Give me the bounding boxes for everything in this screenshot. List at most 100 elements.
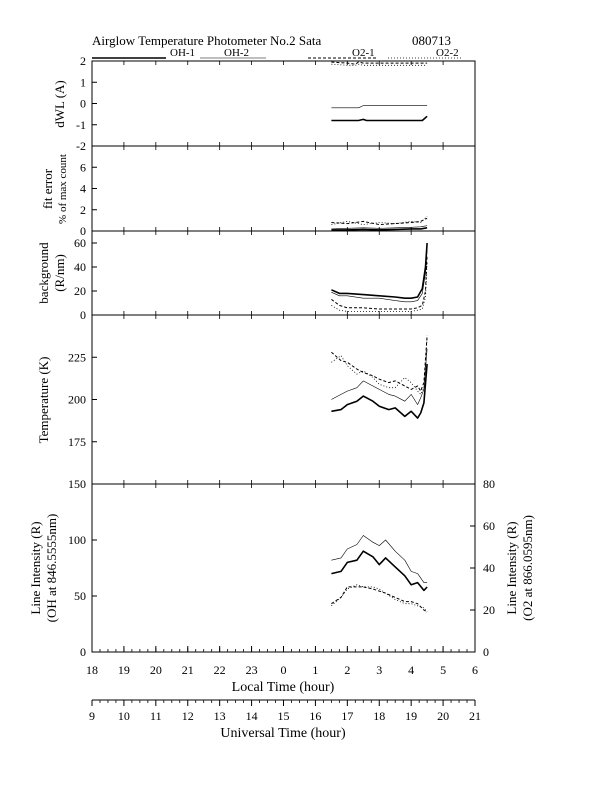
x-tick-label: 2 — [344, 663, 350, 677]
x-tick-label: 11 — [150, 709, 162, 723]
x-tick-label: 14 — [246, 709, 258, 723]
y-tick-label: 175 — [68, 435, 86, 449]
y-tick-label: 2 — [80, 203, 86, 217]
background-y-ticks: 0 20 40 60 — [74, 236, 97, 322]
series-oh-2-dwl — [331, 105, 428, 109]
series-o2-2-fiterror — [331, 215, 428, 226]
background-ylabel-line2: (R/nm) — [52, 254, 67, 292]
x-tick-label: 20 — [150, 663, 162, 677]
x-tick-label: 17 — [341, 709, 353, 723]
y-tick-label-right: 60 — [483, 519, 495, 533]
y-tick-label: 6 — [80, 160, 86, 174]
series-oh-2-fiterror — [331, 225, 428, 230]
x-tick-label: 3 — [376, 663, 382, 677]
legend-label-o22: O2-2 — [436, 47, 459, 59]
series-oh-1-fiterror — [331, 227, 428, 231]
y-tick-label-right: 0 — [483, 645, 489, 659]
x-tick-label: 22 — [214, 663, 226, 677]
y-tick-label: -1 — [76, 118, 86, 132]
series-o2-2-background — [331, 260, 428, 312]
series-o2-1-background — [331, 254, 428, 310]
dwl-ylabel: dWL (A) — [52, 80, 67, 128]
legend-label-oh2: OH-2 — [224, 47, 249, 59]
intensity-series — [123, 484, 444, 652]
fiterror-series — [123, 146, 444, 231]
y-tick-label: 1 — [80, 75, 86, 89]
y-tick-label: 2 — [80, 54, 86, 68]
local-time-ticks: 18 19 20 21 22 23 0 1 2 3 4 5 6 — [86, 646, 478, 677]
intensity-ylabel-right-line1: Line Intensity (R) — [504, 521, 519, 614]
x-tick-label: 9 — [89, 709, 95, 723]
x-tick-label: 5 — [440, 663, 446, 677]
figure-header: Airglow Temperature Photometer No.2 Sata… — [92, 33, 451, 48]
temperature-ylabel: Temperature (K) — [36, 357, 51, 444]
background-series — [123, 231, 444, 315]
figure-title: Airglow Temperature Photometer No.2 Sata — [92, 33, 322, 48]
background-ylabel-line1: background — [36, 242, 51, 304]
series-o2-2-temperature — [331, 338, 428, 395]
series-o2-1-dwl — [331, 61, 428, 65]
y-tick-label: 225 — [68, 350, 86, 364]
panel-frame — [91, 230, 476, 316]
y-tick-label: 20 — [74, 284, 86, 298]
series-oh-1-intensity — [331, 550, 428, 592]
series-oh-1-background — [331, 242, 428, 300]
panel-line-intensity: 0 50 100 150 0 20 40 60 80 Line Intensity (R) (… — [28, 477, 535, 659]
y-tick-label: 0 — [80, 97, 86, 111]
y-tick-label: 0 — [80, 224, 86, 238]
fiterror-ylabel-line2: % of max count — [57, 154, 69, 224]
y-tick-label: 150 — [68, 477, 86, 491]
x-tick-label: 15 — [278, 709, 290, 723]
series-o2-1-fiterror — [331, 217, 428, 226]
y-tick-label: 100 — [68, 533, 86, 547]
x-tick-label: 18 — [373, 709, 385, 723]
y-tick-label: -2 — [76, 139, 86, 153]
y-tick-label: 200 — [68, 393, 86, 407]
x-tick-label: 19 — [118, 663, 130, 677]
x-tick-label: 12 — [182, 709, 194, 723]
local-time-axis: 18 19 20 21 22 23 0 1 2 3 4 5 6 Local Time (hour) — [86, 646, 478, 695]
date-code: 080713 — [412, 33, 451, 48]
panel-frame — [91, 483, 476, 653]
universal-time-axis: 9 10 11 12 13 14 15 16 17 18 19 20 21 Universal Time… — [89, 699, 481, 741]
x-tick-label: 21 — [182, 663, 194, 677]
panel-frame — [91, 314, 476, 485]
panel-fit-error: 0 2 4 6 fit error % of max count — [40, 145, 476, 238]
series-o2-1-intensity — [331, 586, 428, 613]
y-tick-label: 60 — [74, 236, 86, 250]
y-tick-label: 40 — [74, 260, 86, 274]
intensity-y-ticks-right: 0 20 40 60 80 — [470, 477, 495, 659]
x-tick-label: 1 — [312, 663, 318, 677]
panel-frame — [91, 60, 476, 147]
series-oh-2-intensity — [331, 535, 428, 583]
y-tick-label: 0 — [80, 308, 86, 322]
panel-background: 0 20 40 60 background (R/nm) — [36, 230, 476, 322]
panel-frame — [91, 145, 476, 232]
legend: OH-1 OH-2 O2-1 O2-2 — [92, 47, 462, 59]
legend-label-o21: O2-1 — [352, 47, 375, 59]
x-tick-label: 23 — [246, 663, 258, 677]
intensity-ylabel-right-line2: (O2 at 866.0595nm) — [520, 515, 535, 621]
fiterror-y-ticks: 0 2 4 6 — [80, 160, 97, 238]
y-tick-label: 4 — [80, 182, 86, 196]
x-tick-label: 4 — [408, 663, 414, 677]
series-oh-2-temperature — [331, 348, 428, 405]
series-o2-2-intensity — [331, 584, 428, 613]
x-tick-label: 18 — [86, 663, 98, 677]
intensity-y-ticks-left: 0 50 100 150 — [68, 477, 97, 659]
y-tick-label-right: 40 — [483, 561, 495, 575]
panel-temperature: 175 200 225 Temperature (K) — [36, 314, 476, 485]
x-tick-label: 21 — [469, 709, 481, 723]
series-oh-2-background — [331, 248, 428, 303]
intensity-ylabel-left-line1: Line Intensity (R) — [28, 521, 43, 614]
intensity-ylabel-left-line2: (OH at 846.5555nm) — [44, 514, 59, 623]
x-tick-label: 10 — [118, 709, 130, 723]
panel-dwl: -2 -1 0 1 2 dWL (A) — [52, 54, 476, 153]
series-o2-1-temperature — [331, 335, 428, 392]
x-tick-label: 0 — [281, 663, 287, 677]
universal-time-label: Universal Time (hour) — [220, 726, 346, 741]
series-oh-1-dwl — [331, 115, 428, 122]
local-time-label: Local Time (hour) — [232, 680, 335, 695]
dwl-y-ticks: -2 -1 0 1 2 — [76, 54, 97, 153]
